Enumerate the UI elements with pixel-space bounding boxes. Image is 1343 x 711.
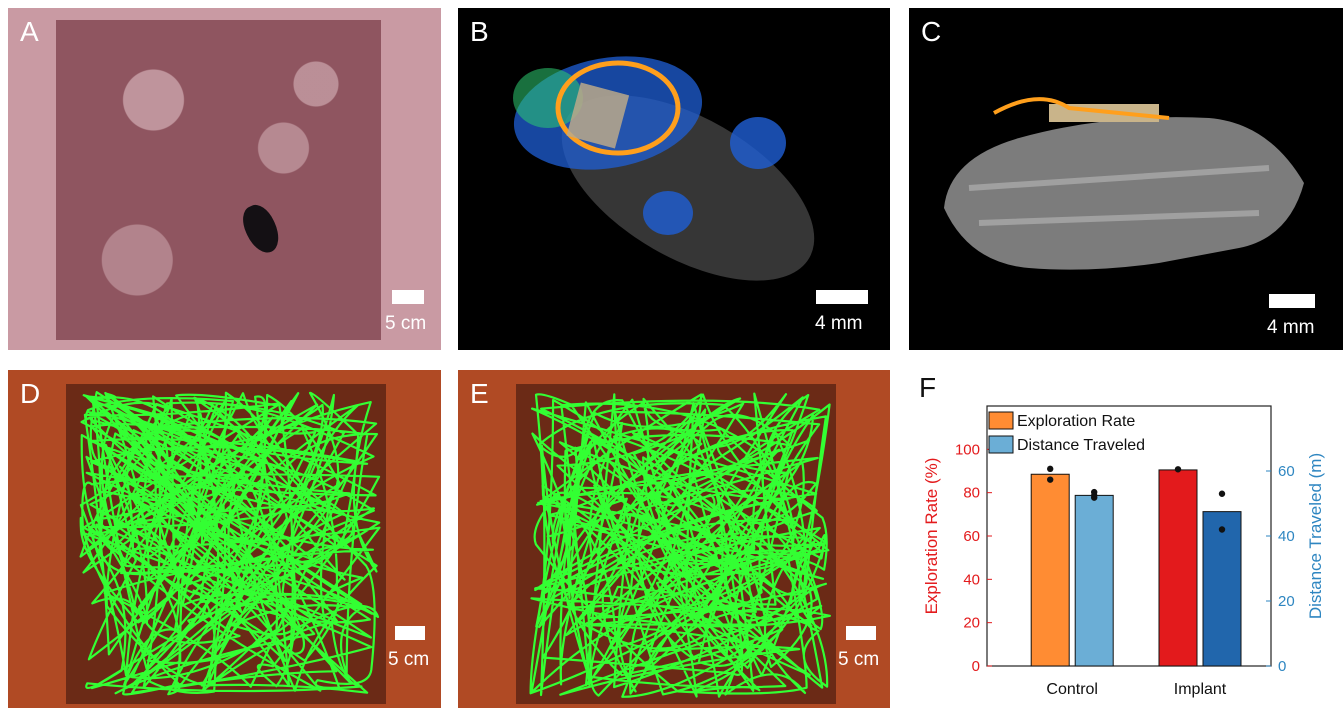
data-point: [1091, 494, 1098, 501]
scale-bar-d: [395, 626, 425, 640]
x-tick-label: Implant: [1174, 681, 1227, 698]
legend-label: Distance Traveled: [1017, 437, 1145, 454]
panel-label-d: D: [20, 378, 41, 409]
data-point: [1174, 466, 1182, 473]
y-tick-label: 80: [963, 485, 980, 502]
panel-c: C 4 mm: [909, 8, 1343, 350]
legend-label: Exploration Rate: [1017, 413, 1135, 430]
scale-text-a: 5 cm: [385, 313, 427, 334]
panel-a: A 5 cm: [8, 8, 441, 350]
scale-text-c: 4 mm: [1267, 317, 1315, 338]
trajectory-e: [529, 392, 831, 698]
trajectory-path: [529, 392, 831, 698]
y-tick-label: 60: [963, 528, 980, 545]
bar-exploration-implant: [1158, 469, 1198, 667]
y-axis-label: Exploration Rate (%): [922, 458, 941, 615]
panel-label-a: A: [20, 16, 39, 47]
panel-label-c: C: [921, 16, 942, 47]
panel-e: E 5 cm: [458, 370, 890, 708]
panel-b: B 4 mm: [458, 8, 890, 350]
scale-text-e: 5 cm: [838, 649, 880, 670]
trajectory-path: [79, 391, 381, 696]
ct-scan-skull-b: [513, 56, 815, 281]
data-point: [1047, 476, 1054, 483]
scale-bar-b: [816, 290, 868, 304]
scale-bar-a: [392, 290, 424, 304]
data-point: [1047, 465, 1054, 473]
scale-bar-c: [1269, 294, 1315, 308]
y2-tick-label: 0: [1278, 658, 1286, 675]
scale-text-b: 4 mm: [815, 313, 863, 334]
bar-distance-control: [1074, 494, 1114, 667]
y-tick-label: 20: [963, 615, 980, 632]
y2-tick-label: 40: [1278, 528, 1295, 545]
panel-f: F Control Implant 0 20 40 60 80 100 0 20 40 60 Explo…: [909, 362, 1343, 711]
bar-chart: Control Implant 0 20 40 60 80 100 0 20 40 60 Explora…: [922, 405, 1325, 698]
y-tick-label: 100: [955, 441, 980, 458]
data-point: [1218, 526, 1226, 533]
legend-swatch: [988, 435, 1014, 454]
y2-axis-label: Distance Traveled (m): [1306, 453, 1325, 619]
panel-label-e: E: [470, 378, 489, 409]
bar-distance-implant: [1202, 511, 1242, 667]
x-tick-label: Control: [1046, 681, 1098, 698]
arena-texture: [56, 20, 381, 340]
y2-tick-label: 60: [1278, 463, 1295, 480]
y2-tick-label: 20: [1278, 593, 1295, 610]
scale-bar-e: [846, 626, 876, 640]
panel-label-b: B: [470, 16, 489, 47]
legend-swatch: [988, 411, 1014, 430]
ct-scan-skull-c: [944, 97, 1304, 270]
y-tick-label: 0: [972, 658, 980, 675]
scale-text-d: 5 cm: [388, 649, 430, 670]
panel-d: D 5 cm: [8, 370, 441, 708]
bar-exploration-control: [1030, 473, 1070, 667]
panel-label-f: F: [919, 372, 937, 403]
data-point: [1218, 490, 1226, 497]
y-tick-label: 40: [963, 571, 980, 588]
trajectory-d: [79, 391, 381, 696]
